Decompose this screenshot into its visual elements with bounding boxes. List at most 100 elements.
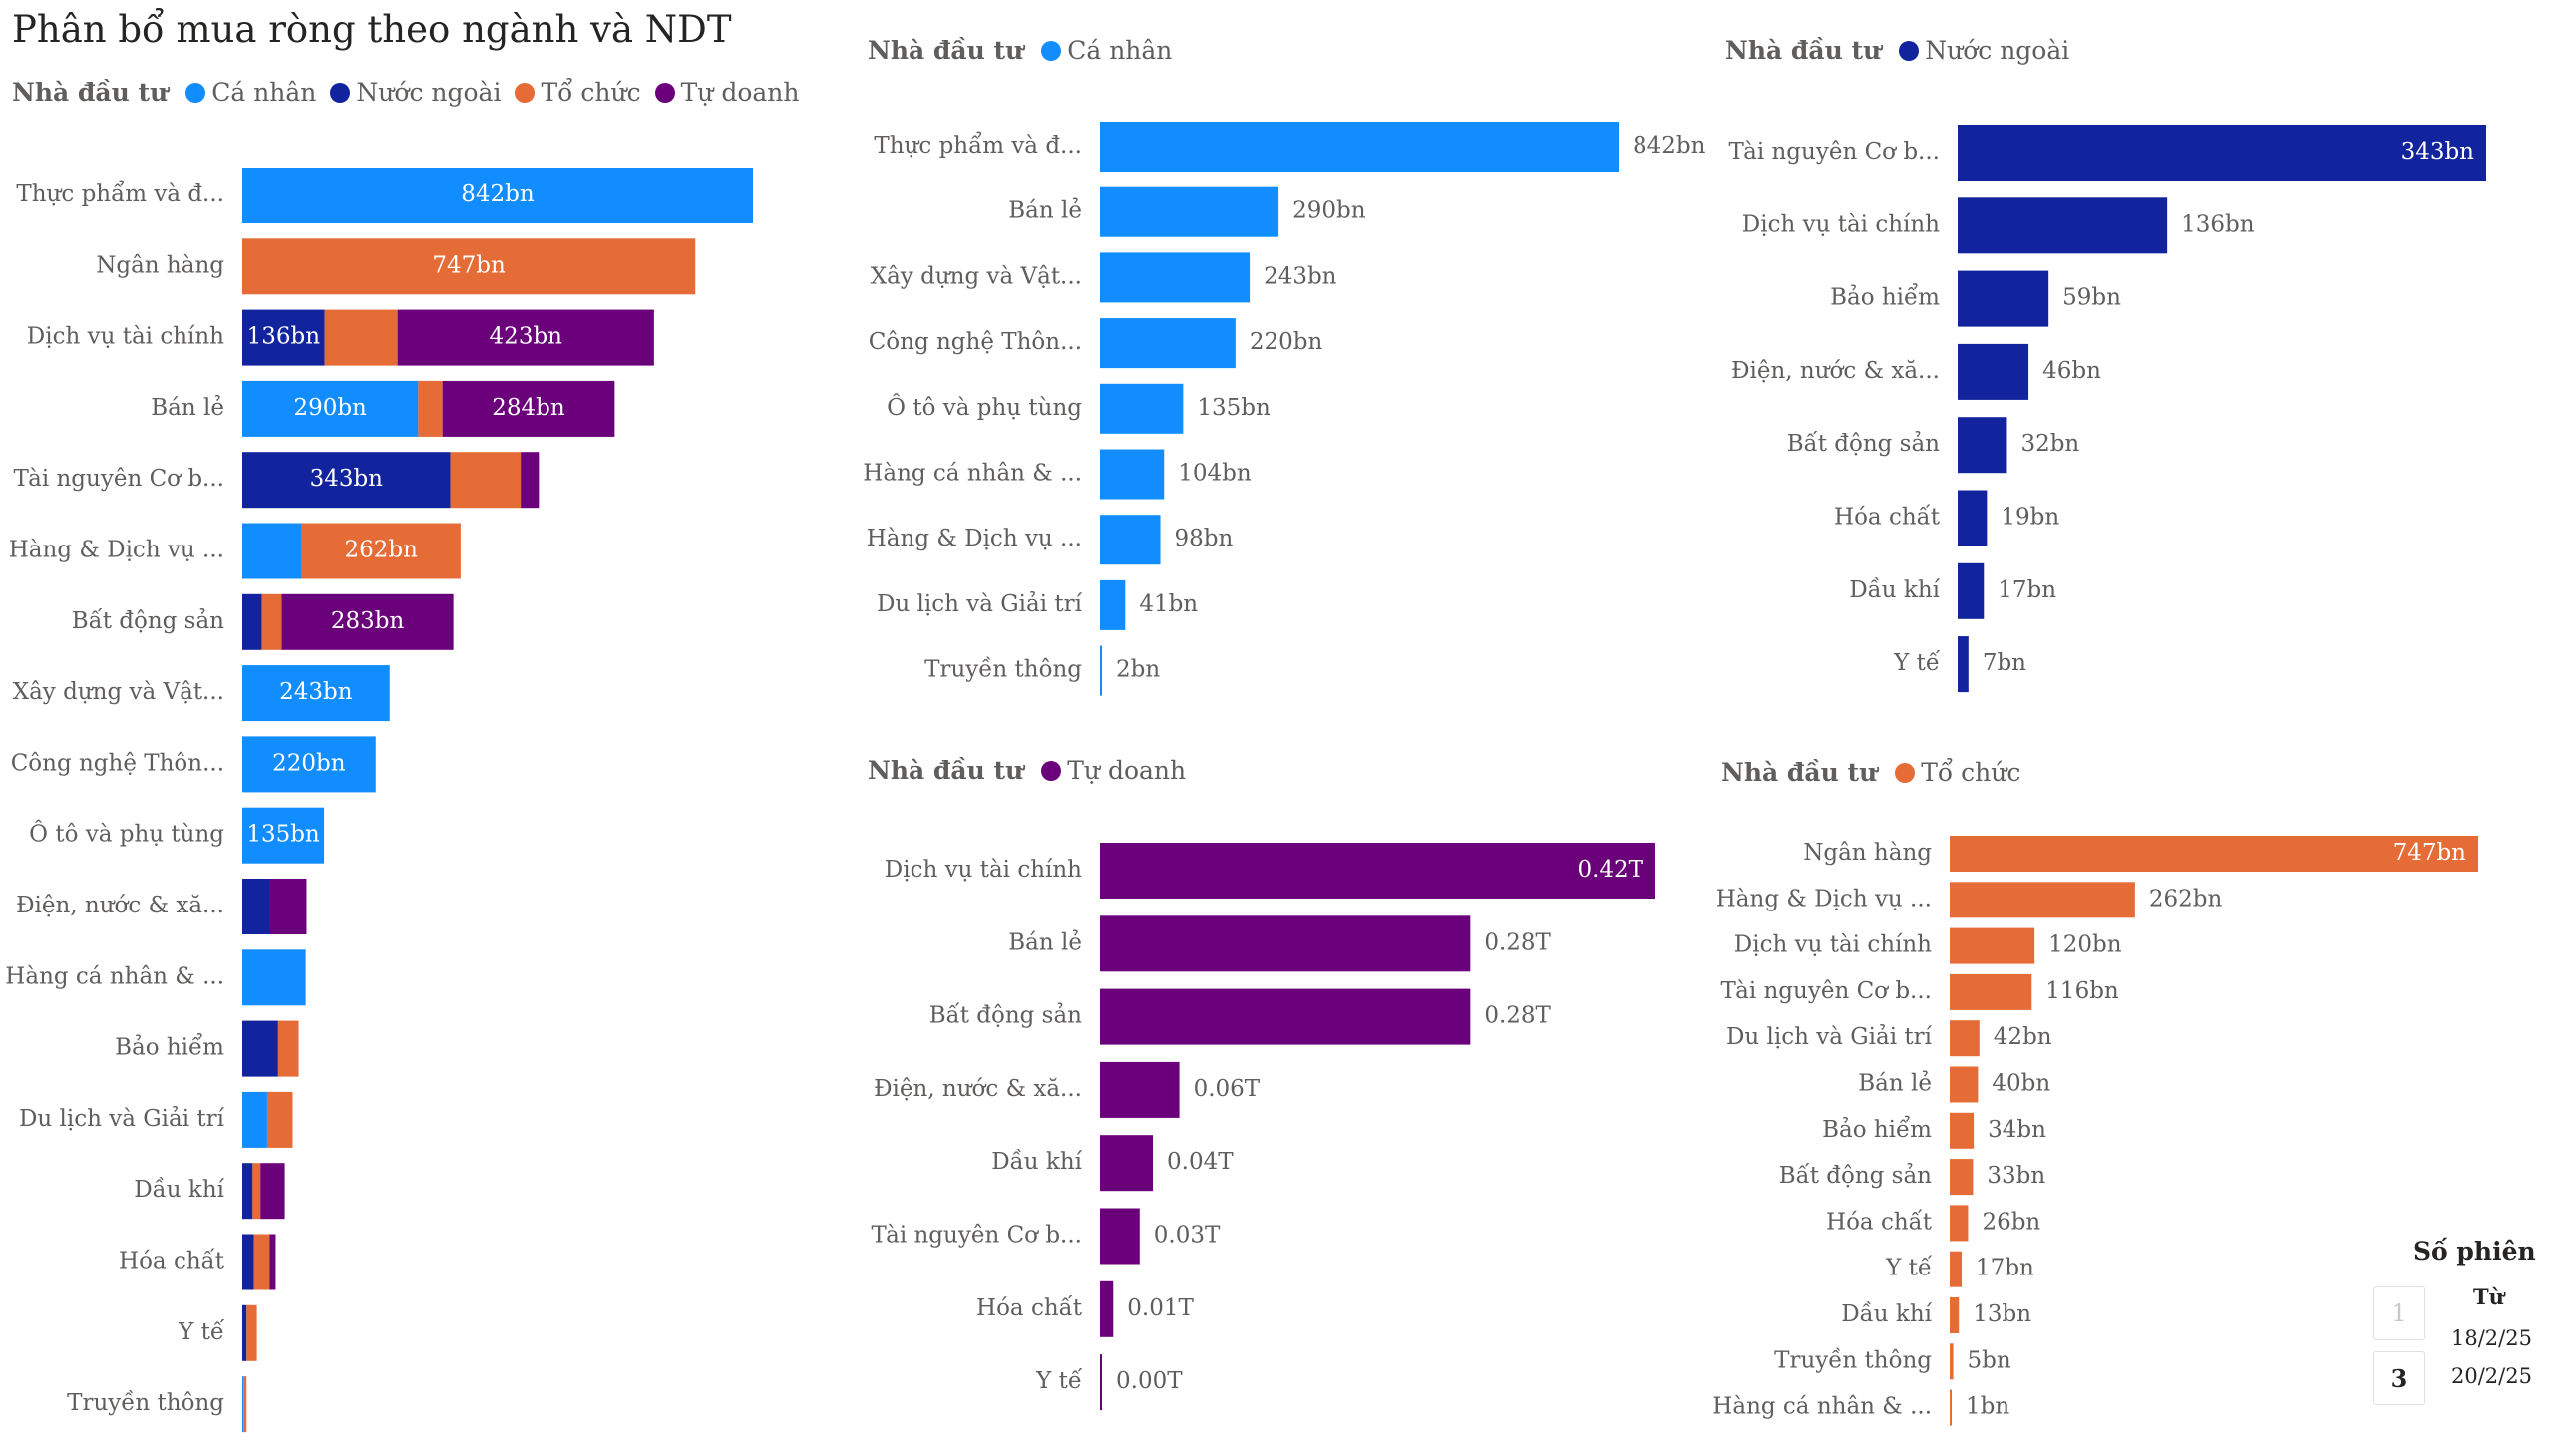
- category-label: Ngân hàng: [1803, 840, 1932, 866]
- bar-segment[interactable]: [242, 1020, 278, 1077]
- bar[interactable]: [1950, 1112, 1975, 1149]
- bar-segment[interactable]: [260, 1163, 285, 1220]
- legend-item[interactable]: Cá nhân: [185, 78, 316, 107]
- bar-segment[interactable]: [301, 523, 461, 579]
- bar-segment[interactable]: [305, 949, 306, 1006]
- bar-segment[interactable]: [281, 593, 454, 650]
- bar[interactable]: [1958, 562, 1985, 619]
- bar[interactable]: [1100, 1280, 1114, 1337]
- category-label: Dịch vụ tài chính: [1734, 932, 1932, 958]
- bar[interactable]: [1100, 645, 1102, 696]
- bar-segment[interactable]: [243, 1376, 247, 1433]
- bar[interactable]: [1100, 449, 1165, 500]
- category-label: Dịch vụ tài chính: [1742, 211, 1940, 237]
- bar[interactable]: [1100, 843, 1655, 899]
- category-label: Truyền thông: [924, 657, 1082, 683]
- bar[interactable]: [1100, 515, 1161, 565]
- legend-item[interactable]: Tự doanh: [1041, 756, 1186, 785]
- bar-segment[interactable]: [269, 879, 307, 934]
- bar[interactable]: [1100, 122, 1619, 172]
- bar-segment[interactable]: [266, 1091, 293, 1148]
- bar-segment[interactable]: [242, 238, 696, 295]
- bar-segment[interactable]: [242, 807, 325, 864]
- session-to-input[interactable]: 3: [2373, 1351, 2425, 1405]
- bar-segment[interactable]: [246, 1304, 257, 1361]
- bar[interactable]: [1100, 252, 1251, 303]
- session-from-input[interactable]: 1: [2373, 1286, 2425, 1340]
- bar[interactable]: [1100, 988, 1471, 1045]
- legend-item[interactable]: Tự doanh: [654, 78, 799, 107]
- data-label: 0.03T: [1154, 1223, 1221, 1249]
- legend-label: Tổ chức: [1921, 758, 2021, 787]
- legend-title: Nhà đầu tư: [12, 78, 169, 107]
- bar[interactable]: [1950, 1297, 1960, 1333]
- bar-segment[interactable]: [242, 736, 376, 793]
- bar-segment[interactable]: [242, 523, 302, 579]
- legend-label: Cá nhân: [1067, 36, 1173, 65]
- bar[interactable]: [1950, 973, 2032, 1010]
- bar-segment[interactable]: [242, 309, 325, 366]
- data-label: 343bn: [2401, 139, 2475, 165]
- bar[interactable]: [1950, 1389, 1952, 1426]
- bar[interactable]: [1958, 197, 2168, 254]
- bar-segment[interactable]: [242, 879, 270, 934]
- category-label: Điện, nước & xă...: [874, 1076, 1082, 1102]
- bar-segment[interactable]: [242, 1376, 244, 1433]
- bar[interactable]: [1950, 1066, 1979, 1103]
- bar[interactable]: [1100, 1208, 1140, 1265]
- data-label: 135bn: [1197, 395, 1271, 421]
- bar[interactable]: [1100, 915, 1471, 972]
- bar[interactable]: [1100, 318, 1236, 369]
- bar[interactable]: [1100, 1061, 1180, 1118]
- bar[interactable]: [1958, 636, 1969, 693]
- bar-segment[interactable]: [242, 949, 306, 1006]
- bar-segment[interactable]: [242, 1091, 267, 1148]
- bar[interactable]: [1958, 417, 2007, 474]
- bar[interactable]: [1958, 490, 1988, 546]
- bar-segment[interactable]: [450, 452, 522, 509]
- bar-segment[interactable]: [521, 452, 540, 509]
- bar[interactable]: [1950, 882, 2135, 918]
- bar-segment[interactable]: [277, 1020, 299, 1077]
- bar-segment[interactable]: [261, 593, 282, 650]
- data-label: 0.01T: [1127, 1295, 1194, 1321]
- bar[interactable]: [1950, 836, 2478, 872]
- bar-segment[interactable]: [252, 1163, 261, 1220]
- bar-segment[interactable]: [324, 309, 398, 366]
- data-label: 17bn: [1998, 577, 2056, 603]
- bar[interactable]: [1100, 1135, 1154, 1192]
- bar-segment[interactable]: [418, 380, 443, 437]
- bar-segment[interactable]: [242, 1163, 253, 1220]
- bar[interactable]: [1100, 186, 1279, 237]
- bar[interactable]: [1100, 579, 1126, 630]
- legend-ca-nhan: Nhà đầu tư Cá nhân: [868, 36, 1186, 65]
- legend-item[interactable]: Cá nhân: [1041, 36, 1172, 65]
- bar[interactable]: [1958, 343, 2029, 400]
- bar-segment[interactable]: [242, 380, 419, 437]
- legend-item[interactable]: Tổ chức: [515, 78, 641, 107]
- bar[interactable]: [1950, 1343, 1954, 1380]
- bar[interactable]: [1958, 125, 2486, 181]
- bar[interactable]: [1950, 927, 2035, 964]
- bar-segment[interactable]: [269, 1234, 276, 1290]
- bar-segment[interactable]: [242, 1304, 247, 1361]
- data-label: 135bn: [246, 822, 320, 848]
- bar[interactable]: [1950, 1205, 1969, 1242]
- bar-segment[interactable]: [253, 1234, 270, 1290]
- legend-item[interactable]: Nước ngoài: [330, 78, 501, 107]
- bar[interactable]: [1950, 1020, 1980, 1057]
- legend-item[interactable]: Nước ngoài: [1899, 36, 2069, 65]
- bar-segment[interactable]: [242, 168, 753, 223]
- bar[interactable]: [1100, 383, 1184, 434]
- bar[interactable]: [1950, 1159, 1974, 1196]
- bar[interactable]: [1100, 1354, 1102, 1411]
- bar-segment[interactable]: [242, 665, 390, 722]
- bar-segment[interactable]: [242, 452, 451, 509]
- bar-segment[interactable]: [442, 380, 615, 437]
- legend-item[interactable]: Tổ chức: [1895, 758, 2020, 787]
- bar-segment[interactable]: [397, 309, 654, 366]
- bar[interactable]: [1958, 270, 2049, 327]
- bar-segment[interactable]: [242, 593, 262, 650]
- bar[interactable]: [1950, 1251, 1963, 1287]
- bar-segment[interactable]: [242, 1234, 254, 1290]
